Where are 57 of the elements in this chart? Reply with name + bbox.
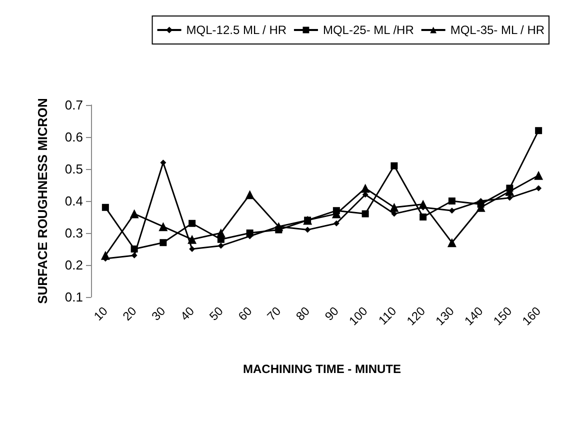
point bbox=[362, 210, 369, 218]
legend-label: MQL-25- ML /HR bbox=[322, 23, 414, 37]
x-tick-label: 150 bbox=[490, 304, 515, 328]
point bbox=[448, 198, 456, 204]
y-tick-label: 0.1 bbox=[64, 290, 83, 304]
x-tick-label: 20 bbox=[120, 304, 140, 324]
point bbox=[160, 160, 166, 166]
legend-label: MQL-35- ML / HR bbox=[450, 23, 545, 37]
point bbox=[160, 239, 167, 246]
x-tick-label: 160 bbox=[519, 304, 544, 328]
x-tick-label: 130 bbox=[432, 304, 458, 328]
point bbox=[130, 246, 138, 252]
point bbox=[390, 162, 398, 170]
point bbox=[216, 228, 226, 238]
x-tick-label: 120 bbox=[404, 304, 428, 328]
point bbox=[360, 184, 370, 193]
point bbox=[447, 238, 456, 248]
x-tick-label: 10 bbox=[91, 304, 111, 324]
point bbox=[130, 209, 139, 218]
point bbox=[131, 252, 138, 258]
point bbox=[420, 214, 427, 220]
point bbox=[245, 190, 254, 200]
x-tick-label: 30 bbox=[148, 304, 168, 324]
x-tick-label: 140 bbox=[462, 304, 486, 328]
y-tick-label: 0.7 bbox=[64, 98, 83, 112]
x-tick-label: 50 bbox=[206, 304, 226, 324]
legend-label: MQL-12.5 ML / HR bbox=[186, 23, 287, 37]
x-tick-label: 60 bbox=[235, 304, 255, 324]
y-tick-label: 0.3 bbox=[64, 226, 83, 240]
point bbox=[536, 185, 542, 192]
point bbox=[535, 127, 542, 134]
y-axis-title: SURFACE ROUGHNESS MICRON bbox=[35, 98, 50, 304]
point bbox=[390, 202, 399, 212]
point bbox=[188, 220, 196, 227]
point bbox=[246, 230, 254, 236]
point bbox=[448, 208, 455, 214]
point bbox=[333, 220, 340, 226]
y-tick-label: 0.6 bbox=[64, 130, 83, 144]
y-tick-label: 0.2 bbox=[64, 258, 83, 272]
point bbox=[304, 226, 311, 233]
x-tick-label: 110 bbox=[376, 304, 400, 328]
point bbox=[218, 242, 224, 249]
point bbox=[418, 200, 428, 209]
point bbox=[102, 204, 109, 211]
x-axis-title: MACHINING TIME - MINUTE bbox=[243, 362, 401, 376]
point bbox=[188, 234, 197, 244]
x-tick-label: 90 bbox=[322, 304, 342, 324]
point bbox=[158, 222, 168, 232]
x-tick-label: 80 bbox=[293, 304, 313, 324]
x-tick-label: 100 bbox=[346, 304, 370, 328]
y-tick-label: 0.4 bbox=[64, 194, 83, 208]
point bbox=[534, 170, 544, 180]
x-tick-label: 70 bbox=[264, 304, 284, 324]
x-tick-label: 40 bbox=[178, 304, 198, 324]
point bbox=[189, 246, 196, 252]
y-tick-label: 0.5 bbox=[64, 162, 83, 176]
point bbox=[100, 250, 110, 260]
